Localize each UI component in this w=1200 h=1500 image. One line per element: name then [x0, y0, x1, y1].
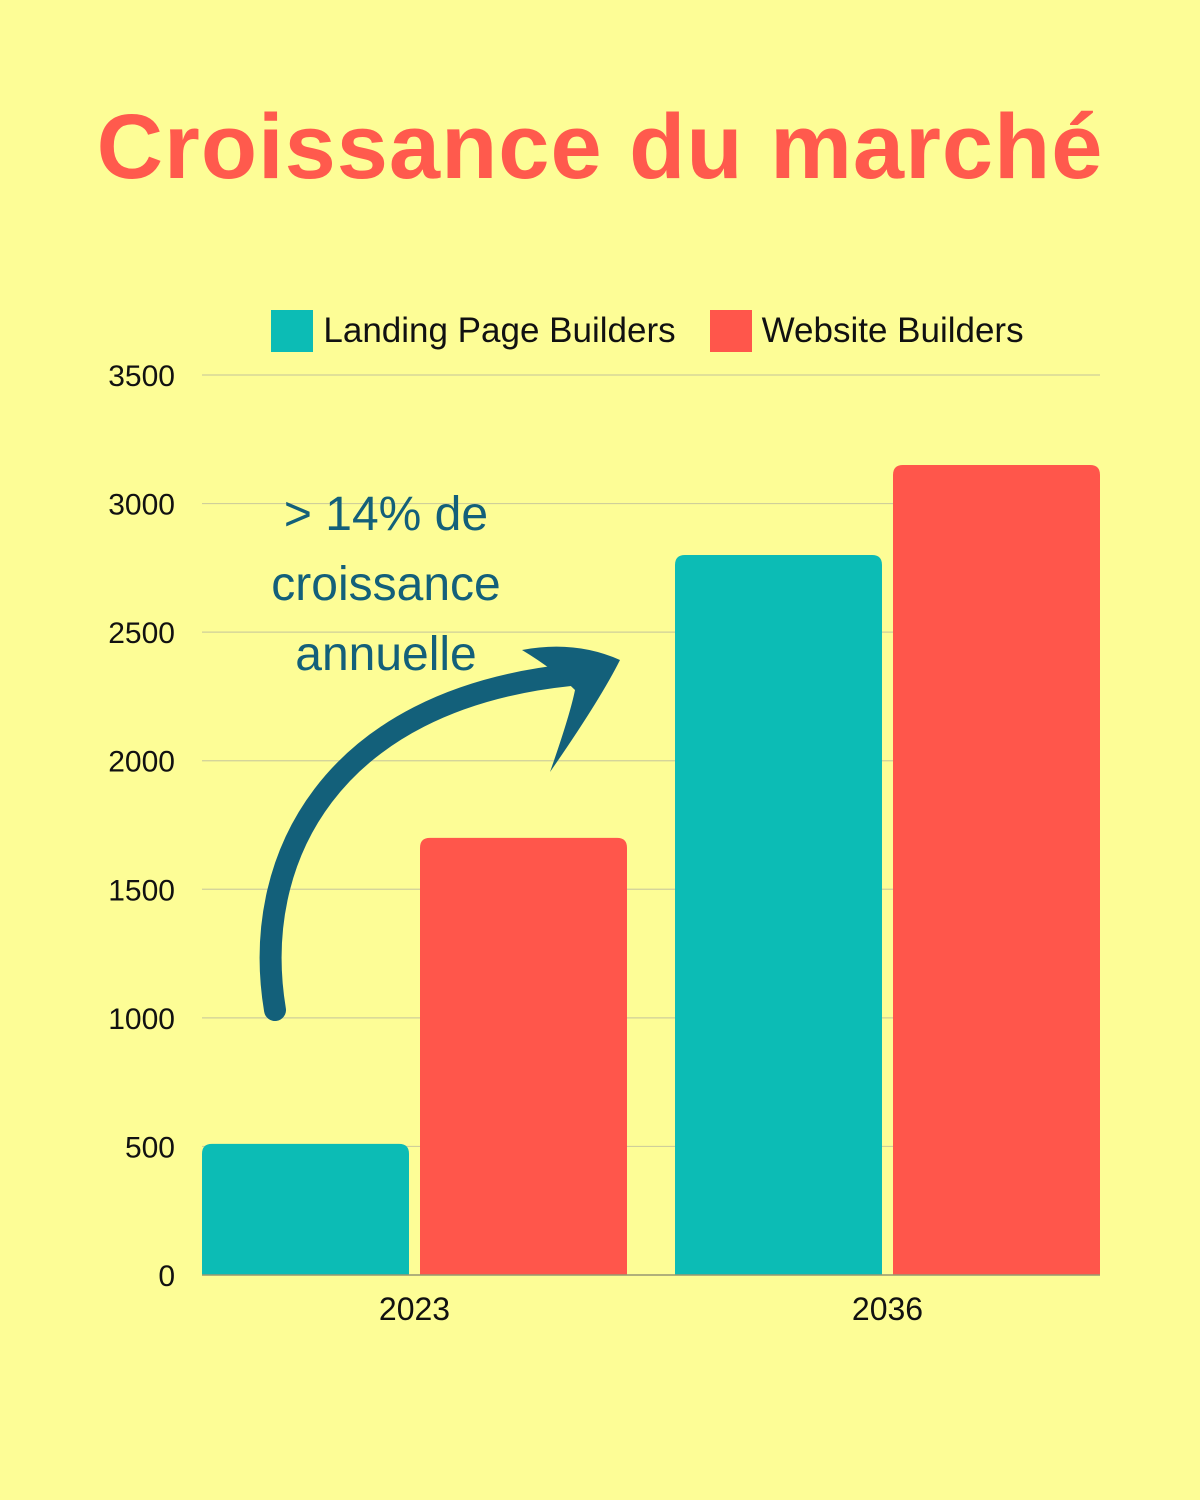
chart-legend: Landing Page Builders Website Builders	[0, 310, 1200, 352]
legend-item-landing: Landing Page Builders	[271, 310, 676, 352]
legend-swatch-landing	[271, 310, 314, 352]
page-title: Croissance du marché	[96, 96, 1104, 198]
bar-landing-2036	[675, 555, 882, 1275]
legend-swatch-website	[709, 310, 752, 352]
bar-website-2023	[420, 837, 627, 1275]
annotation-line-2: croissance	[271, 558, 501, 611]
y-tick-label: 2000	[108, 746, 175, 779]
y-tick-label: 3500	[108, 360, 175, 393]
y-tick-label: 500	[125, 1131, 175, 1164]
curved-arrow-icon	[259, 664, 581, 1021]
growth-annotation: > 14% de croissance annuelle	[236, 480, 536, 690]
annotation-line-3: annuelle	[295, 628, 477, 681]
arrow-head-icon	[522, 646, 620, 772]
annotation-line-1: > 14% de	[283, 488, 489, 541]
y-tick-label: 2500	[108, 617, 175, 650]
legend-label-landing: Landing Page Builders	[323, 311, 676, 350]
y-tick-label: 1000	[108, 1003, 175, 1036]
x-tick-label: 2023	[379, 1291, 450, 1327]
y-tick-label: 1500	[108, 874, 175, 907]
bar-landing-2023	[202, 1143, 409, 1275]
y-tick-label: 3000	[108, 489, 175, 522]
y-tick-label: 0	[158, 1260, 175, 1293]
legend-item-website: Website Builders	[709, 310, 1024, 352]
bar-website-2036	[893, 465, 1100, 1275]
legend-label-website: Website Builders	[761, 311, 1024, 350]
x-tick-label: 2036	[852, 1291, 923, 1327]
